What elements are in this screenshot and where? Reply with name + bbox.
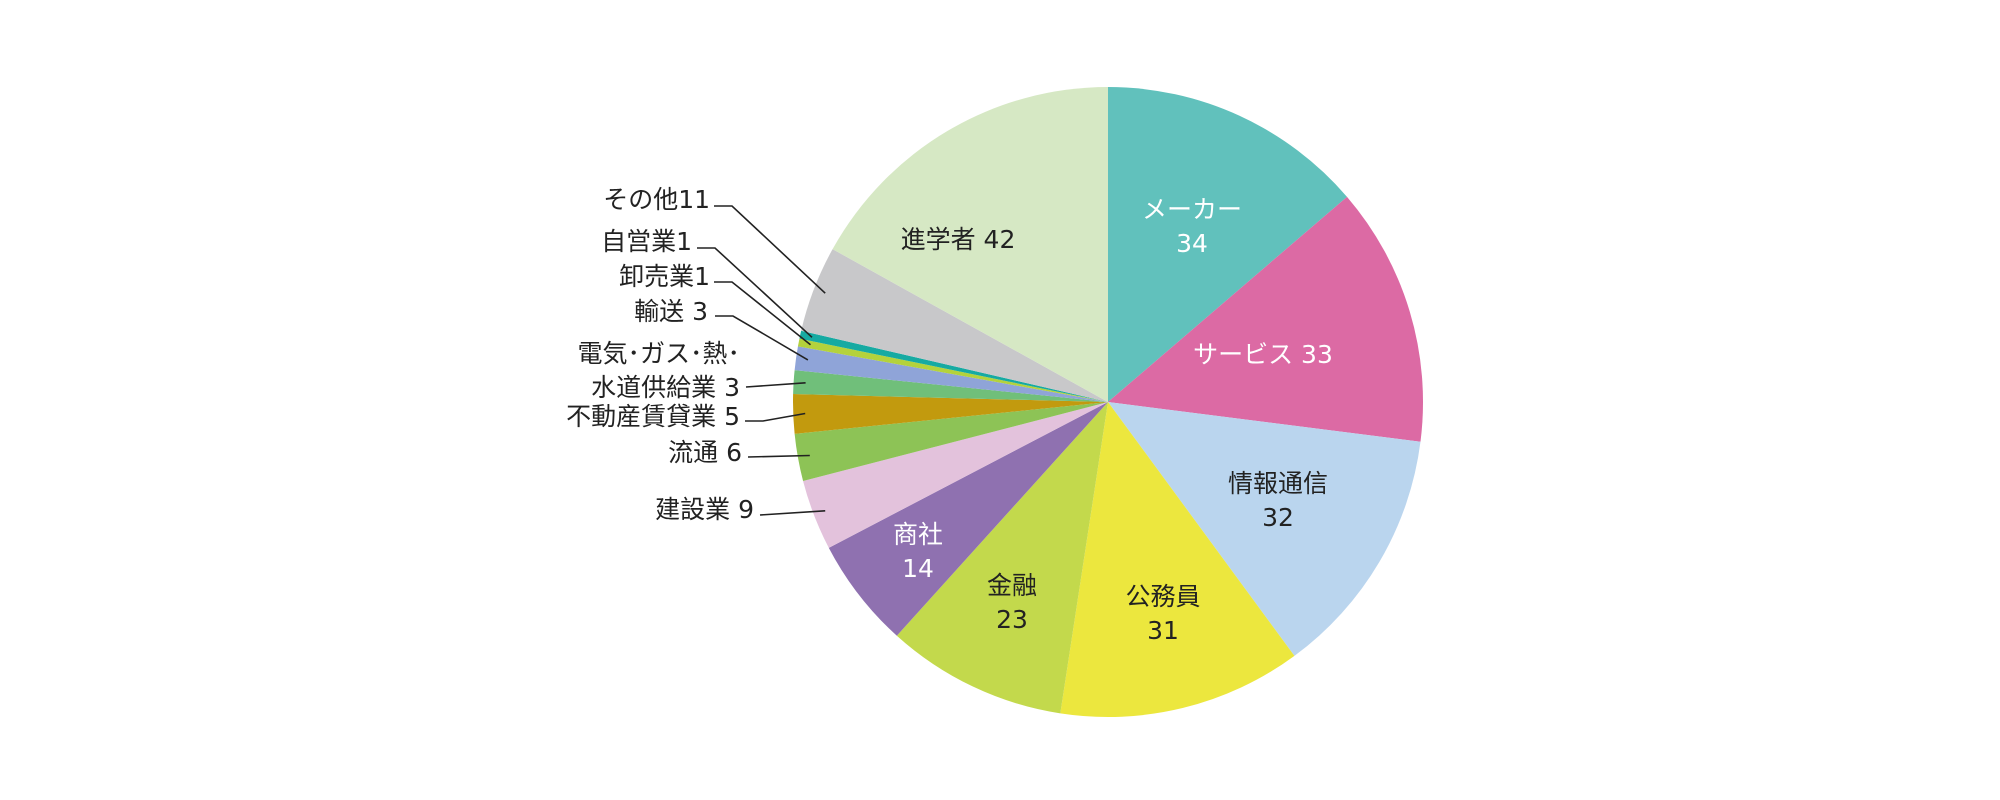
pie-slice-13 <box>801 249 1108 402</box>
leader-lines <box>697 205 826 516</box>
leader-line-11 <box>714 281 811 346</box>
pie-slice-2 <box>1108 402 1421 656</box>
pie-slice-14 <box>832 87 1108 402</box>
outside-label-10-line-0: 輸送 3 <box>634 297 708 326</box>
pie-slice-10 <box>794 346 1108 402</box>
inside-label-4-line-1: 23 <box>996 605 1028 634</box>
leader-line-6 <box>759 510 826 516</box>
outside-label-12-line-0: 自営業1 <box>601 227 692 256</box>
pie-slice-7 <box>794 402 1108 481</box>
inside-label-2-line-1: 32 <box>1262 503 1294 532</box>
pie-slice-5 <box>828 402 1108 636</box>
leader-line-7 <box>747 454 810 458</box>
inside-label-3-line-0: 公務員 <box>1125 582 1200 611</box>
pie-slice-11 <box>797 338 1108 402</box>
pie-slice-1 <box>1108 196 1424 442</box>
slice-labels: メーカー 34 サービス 33 情報通信 32 公務員 31 金融 23 商社 14 進学者 42 その… <box>566 185 1333 645</box>
leader-line-9 <box>745 382 806 388</box>
leader-line-10 <box>715 315 809 361</box>
outside-label-7-line-0: 流通 6 <box>668 438 742 467</box>
leader-line-12 <box>697 247 813 338</box>
pie-slice-4 <box>896 402 1108 714</box>
pie-slice-12 <box>799 330 1108 402</box>
inside-label-3-line-1: 31 <box>1147 616 1179 645</box>
inside-label-1-line-0: サービス 33 <box>1193 340 1333 369</box>
inside-label-2-line-0: 情報通信 <box>1228 469 1328 498</box>
outside-label-6-line-0: 建設業 9 <box>655 495 754 524</box>
inside-label-5-line-0: 商社 <box>893 520 943 549</box>
leader-line-8 <box>745 412 806 422</box>
outside-label-9-line-0: 電気･ガス･熱･ <box>577 339 740 368</box>
outside-label-9-line-1: 水道供給業 3 <box>591 373 740 402</box>
leader-line-13 <box>714 205 826 294</box>
inside-label-0-line-0: メーカー <box>1142 195 1242 224</box>
outside-label-8-line-0: 不動産賃貸業 5 <box>566 402 740 431</box>
pie-slice-9 <box>793 370 1108 402</box>
pie-slice-0 <box>1108 87 1348 402</box>
inside-label-0-line-1: 34 <box>1176 229 1208 258</box>
inside-label-14-line-0: 進学者 42 <box>901 225 1016 254</box>
pie-slice-3 <box>1060 402 1295 718</box>
inside-label-4-line-0: 金融 <box>987 571 1037 600</box>
pie-slices <box>792 87 1424 718</box>
outside-label-13-line-0: その他11 <box>603 185 710 214</box>
outside-label-11-line-0: 卸売業1 <box>619 262 710 291</box>
inside-label-5-line-1: 14 <box>902 554 934 583</box>
pie-slice-6 <box>803 402 1108 548</box>
pie-slice-8 <box>792 394 1108 434</box>
